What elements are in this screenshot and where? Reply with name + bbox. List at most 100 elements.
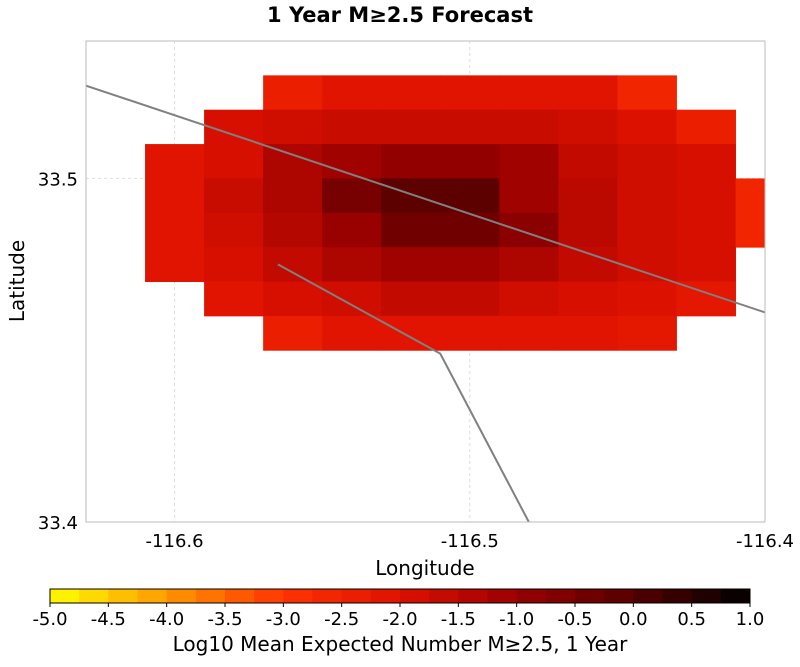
colorbar-ticks: -5.0 -4.5 -4.0 -3.5 -3.0 -2.5 -2.0 -1.5 -1.0 -0.5… (32, 603, 764, 630)
colorbar (49, 588, 751, 604)
heatmap-cell (440, 178, 500, 214)
heatmap-cell (204, 212, 264, 248)
chart-title: 1 Year M≥2.5 Forecast (267, 3, 533, 27)
fault-line (85, 84, 766, 314)
heatmap-cell (499, 109, 559, 145)
heatmap-cell (381, 315, 441, 351)
heatmap-cell (440, 281, 500, 317)
heatmap-cell (499, 315, 559, 351)
heatmap-cell (499, 178, 559, 214)
colorbar-segment (79, 589, 109, 603)
heatmap-cell (204, 144, 264, 179)
colorbar-segment (545, 589, 576, 603)
heatmap-cell (145, 247, 205, 282)
heatmap-cell (735, 178, 766, 214)
heatmap-cell (499, 75, 559, 111)
heatmap-cell (558, 315, 618, 351)
heatmap-cell (440, 315, 500, 351)
y-axis-ticks: 33.4 33.5 (38, 169, 78, 534)
heatmap-cell (617, 212, 677, 248)
heatmap-cell (676, 247, 736, 282)
heatmap-cell (263, 315, 323, 351)
heatmap-cell (204, 109, 264, 145)
colorbar-tick-label: -3.5 (207, 609, 242, 630)
colorbar-segment (283, 589, 313, 603)
heatmap-cell (617, 281, 677, 317)
heatmap-cell (322, 109, 382, 145)
colorbar-segment (487, 589, 518, 603)
colorbar-tick-label: -4.0 (149, 609, 184, 630)
x-tick-label: -116.5 (441, 531, 499, 552)
heatmap-cell (322, 212, 382, 248)
heatmap-cell (558, 109, 618, 145)
heatmap-cell (145, 144, 205, 179)
heatmap-cell (322, 75, 382, 111)
heatmap-cell (381, 144, 441, 179)
colorbar-segment (341, 589, 372, 603)
heatmap-cell (617, 315, 677, 351)
heatmap-cell (204, 247, 264, 282)
heatmap-cell (558, 178, 618, 214)
fault-line (277, 263, 530, 523)
heatmap-cell (676, 212, 736, 248)
colorbar-segment (720, 589, 751, 603)
x-tick-label: -116.6 (146, 531, 204, 552)
heatmap-cell (381, 178, 441, 214)
x-tick-label: -116.4 (736, 531, 794, 552)
heatmap-cell (617, 75, 677, 111)
colorbar-tick-label: -0.5 (557, 609, 592, 630)
colorbar-segment (195, 589, 226, 603)
colorbar-segment (604, 589, 634, 603)
heatmap-cell (676, 144, 736, 179)
colorbar-tick-label: -1.0 (499, 609, 534, 630)
heatmap-cell (440, 247, 500, 282)
heatmap-cell (735, 212, 766, 248)
colorbar-tick-label: 1.0 (736, 609, 765, 630)
x-axis-label: Longitude (375, 556, 474, 580)
heatmap-cell (558, 281, 618, 317)
colorbar-segment (575, 589, 605, 603)
heatmap-cell (322, 281, 382, 317)
heatmap-cell (263, 75, 323, 111)
colorbar-segment (458, 589, 488, 603)
heatmap-cell (145, 212, 205, 248)
heatmap-cell (617, 247, 677, 282)
heatmap-cell (440, 144, 500, 179)
colorbar-segment (254, 589, 284, 603)
colorbar-tick-label: 0.0 (619, 609, 648, 630)
heatmap-cell (617, 178, 677, 214)
colorbar-tick-label: -2.0 (382, 609, 417, 630)
heatmap-cell (381, 247, 441, 282)
x-axis-ticks: -116.6 -116.5 -116.4 (146, 531, 794, 552)
heatmap-cell (440, 109, 500, 145)
colorbar-tick-label: -1.5 (441, 609, 476, 630)
colorbar-tick-label: -5.0 (32, 609, 67, 630)
heatmap-cell (381, 75, 441, 111)
heatmap-cell (322, 144, 382, 179)
heatmap-cell (617, 144, 677, 179)
colorbar-tick-label: -4.5 (91, 609, 126, 630)
y-tick-label: 33.5 (38, 169, 78, 190)
colorbar-segment (691, 589, 722, 603)
colorbar-segment (50, 589, 80, 603)
colorbar-segment (662, 589, 693, 603)
colorbar-segment (166, 589, 197, 603)
heatmap-cell (204, 281, 264, 317)
colorbar-segment (429, 589, 459, 603)
heatmap-cell (145, 178, 205, 214)
colorbar-segment (225, 589, 255, 603)
heatmap-cell (617, 109, 677, 145)
plot-area (85, 40, 766, 523)
y-axis-label: Latitude (5, 240, 29, 322)
heatmap-cell (558, 212, 618, 248)
heatmap-cell (440, 212, 500, 248)
colorbar-segment (137, 589, 168, 603)
heatmap-cell (322, 178, 382, 214)
heatmap-cell (499, 144, 559, 179)
plot-frame (85, 40, 766, 523)
heatmap-cell (558, 144, 618, 179)
heatmap-cell (381, 212, 441, 248)
y-tick-label: 33.4 (38, 513, 78, 534)
heatmap-cell (676, 178, 736, 214)
